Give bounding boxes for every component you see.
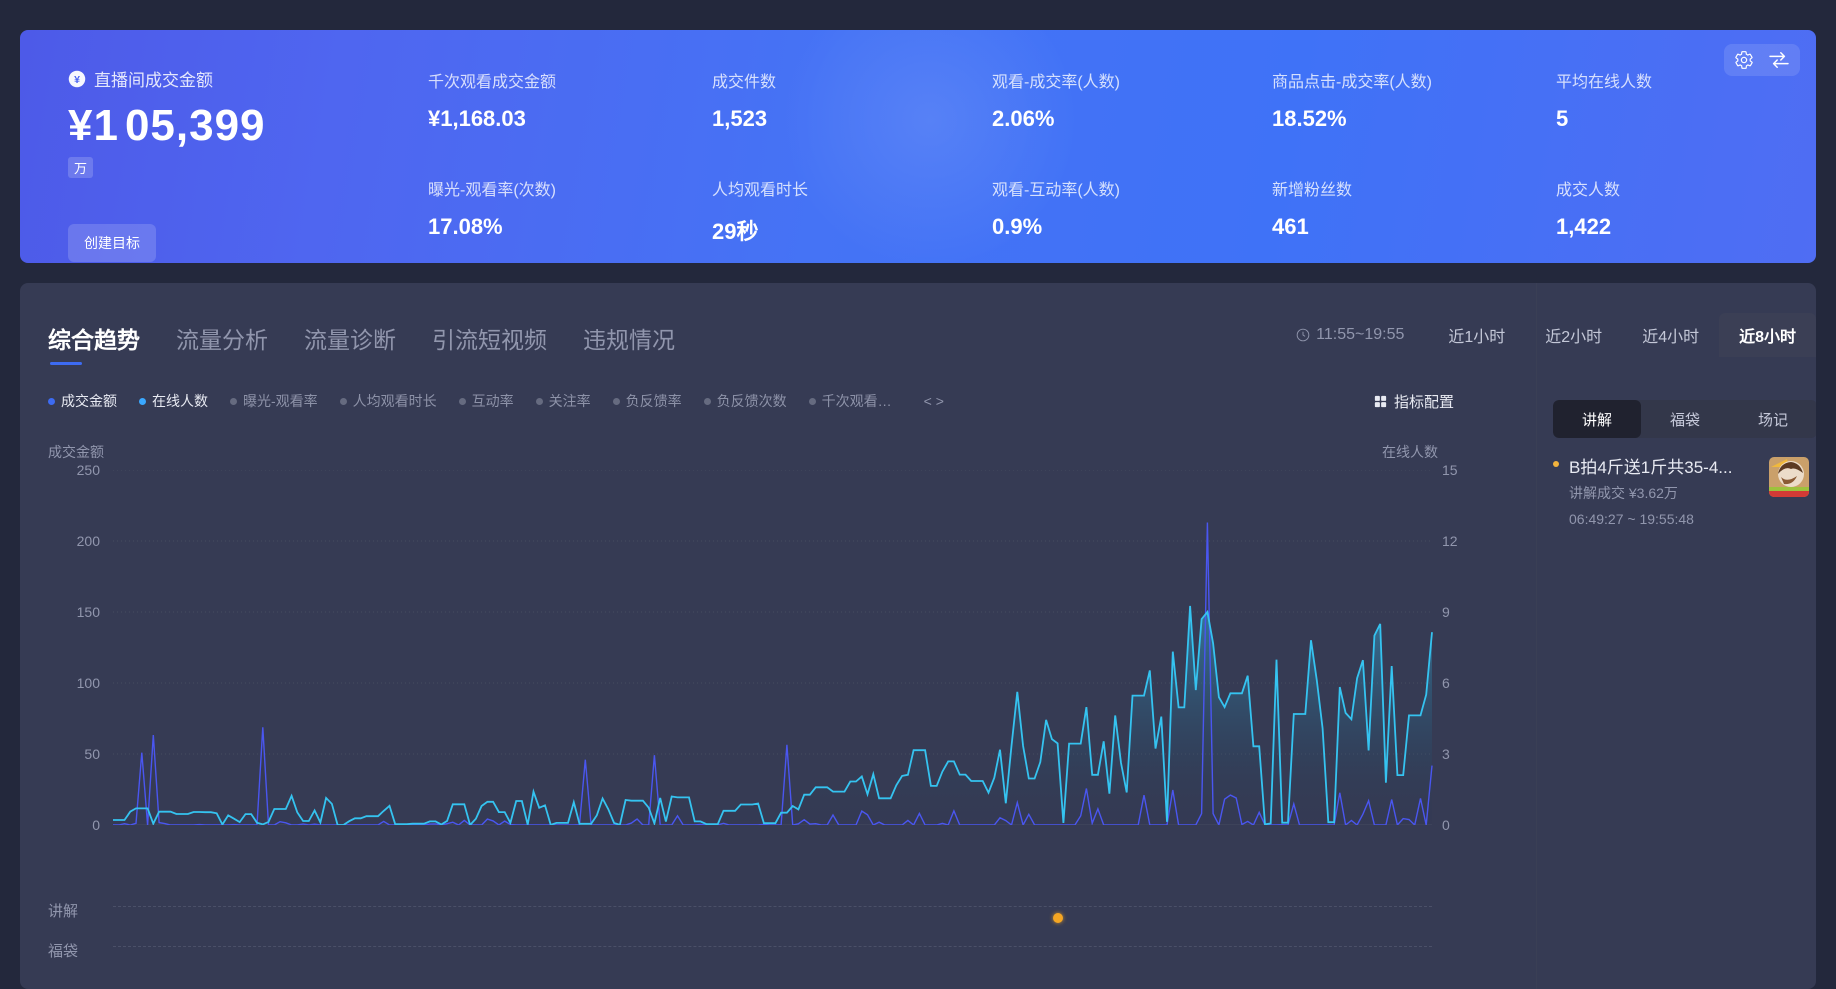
svg-text:¥: ¥ [74, 73, 80, 85]
